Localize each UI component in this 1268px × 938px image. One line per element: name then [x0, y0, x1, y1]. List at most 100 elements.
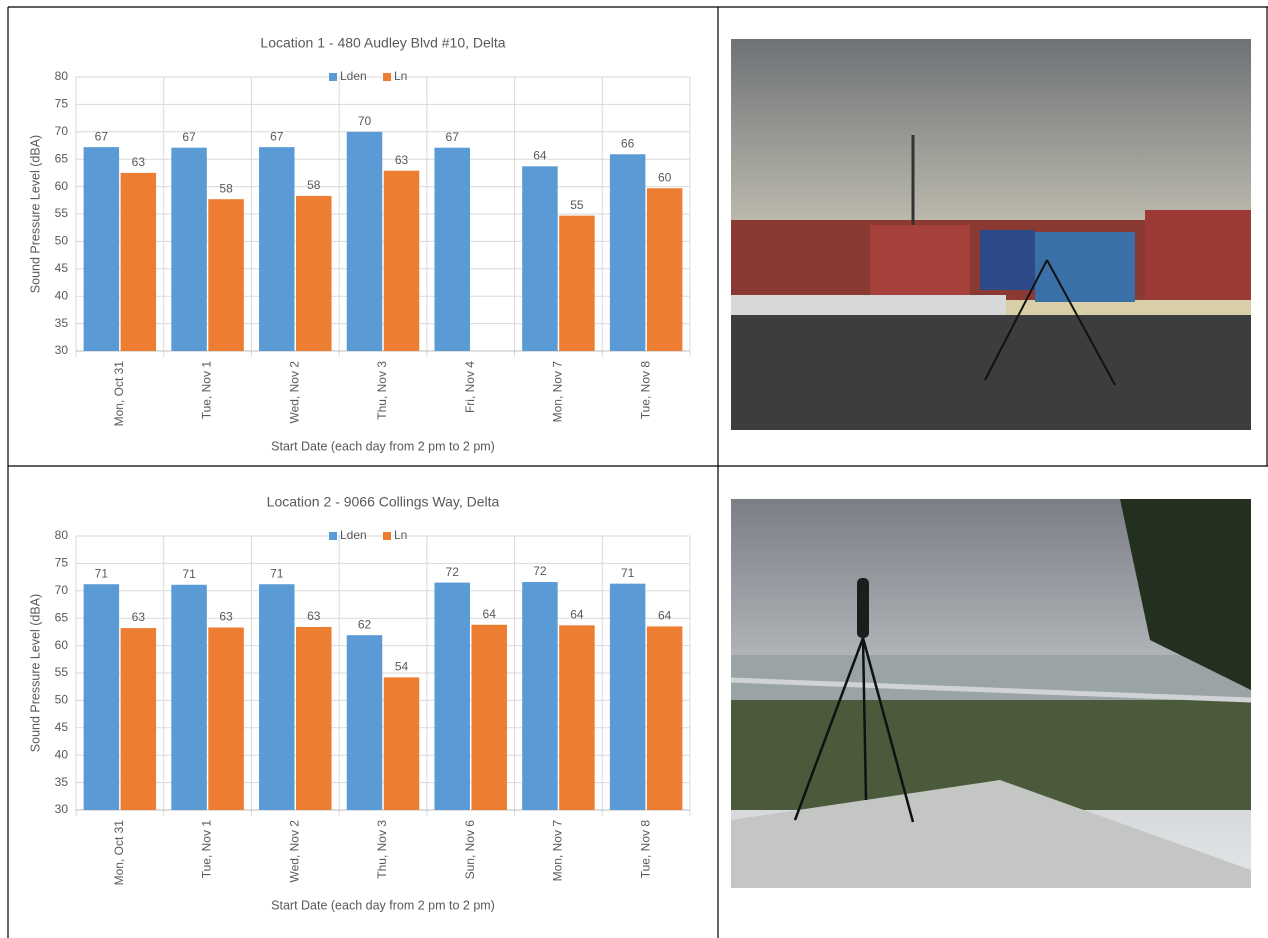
data-label: 58 — [219, 181, 233, 195]
y-tick-label: 65 — [55, 151, 69, 165]
data-label: 67 — [95, 129, 109, 143]
bar — [522, 582, 558, 810]
y-tick-label: 50 — [55, 234, 69, 248]
bar — [296, 626, 332, 810]
y-tick-label: 40 — [55, 288, 69, 302]
data-label: 54 — [395, 660, 409, 674]
x-tick-label: Wed, Nov 2 — [287, 820, 301, 883]
data-label: 70 — [358, 114, 372, 128]
data-label: 60 — [658, 170, 672, 184]
photo-site-1 — [731, 39, 1251, 430]
data-label: 63 — [132, 610, 146, 624]
bar — [559, 625, 595, 810]
bar — [609, 583, 646, 810]
y-tick-label: 35 — [55, 775, 69, 789]
x-tick-label: Tue, Nov 8 — [638, 361, 652, 420]
data-label: 63 — [219, 610, 233, 624]
data-label: 64 — [570, 607, 584, 621]
data-label: 63 — [395, 153, 409, 167]
bar — [646, 188, 683, 351]
data-label: 67 — [446, 130, 460, 144]
bar — [83, 584, 120, 810]
legend-swatch — [329, 532, 337, 540]
bar — [120, 172, 157, 351]
y-tick-label: 30 — [55, 802, 69, 816]
y-tick-label: 70 — [55, 583, 69, 597]
x-tick-label: Mon, Oct 31 — [112, 820, 126, 886]
chart-title: Location 1 - 480 Audley Blvd #10, Delta — [260, 35, 505, 51]
data-label: 55 — [570, 198, 584, 212]
bar — [346, 635, 383, 810]
bar — [208, 627, 244, 810]
bar — [383, 170, 420, 351]
table-borders — [7, 6, 1268, 938]
x-tick-label: Tue, Nov 8 — [638, 820, 652, 879]
data-label: 71 — [95, 566, 109, 580]
bar — [471, 624, 507, 810]
y-tick-label: 45 — [55, 261, 69, 275]
y-axis-title: Sound Pressure Level (dBA) — [28, 135, 42, 293]
legend-label: Ln — [394, 528, 407, 542]
y-tick-label: 55 — [55, 665, 69, 679]
data-label: 71 — [621, 566, 635, 580]
data-label: 66 — [621, 136, 635, 150]
x-tick-label: Mon, Oct 31 — [112, 361, 126, 427]
data-label: 64 — [658, 609, 672, 623]
legend-swatch — [383, 73, 391, 81]
x-tick-label: Wed, Nov 2 — [287, 361, 301, 424]
data-label: 64 — [483, 607, 497, 621]
bar — [434, 147, 470, 351]
y-tick-label: 80 — [55, 528, 69, 542]
bar — [434, 582, 470, 810]
x-axis-title: Start Date (each day from 2 pm to 2 pm) — [271, 898, 495, 912]
bar — [171, 147, 207, 351]
y-tick-label: 80 — [55, 69, 69, 83]
y-tick-label: 55 — [55, 206, 69, 220]
y-tick-label: 60 — [55, 179, 69, 193]
data-label: 63 — [132, 155, 146, 169]
y-tick-label: 75 — [55, 97, 69, 111]
data-label: 64 — [533, 148, 547, 162]
legend-label: Lden — [340, 69, 367, 83]
bar — [559, 215, 595, 351]
bar — [383, 677, 420, 810]
y-tick-label: 65 — [55, 610, 69, 624]
y-tick-label: 60 — [55, 638, 69, 652]
data-label: 62 — [358, 617, 372, 631]
data-label: 72 — [446, 565, 460, 579]
bar — [171, 584, 207, 810]
legend-label: Ln — [394, 69, 407, 83]
bar — [83, 147, 120, 351]
y-tick-label: 75 — [55, 556, 69, 570]
x-tick-label: Fri, Nov 4 — [463, 361, 477, 413]
bar — [522, 166, 558, 351]
data-label: 63 — [307, 609, 321, 623]
y-axis-title: Sound Pressure Level (dBA) — [28, 594, 42, 752]
chart-title: Location 2 - 9066 Collings Way, Delta — [267, 494, 500, 510]
data-label: 67 — [270, 129, 284, 143]
bar — [296, 195, 332, 351]
legend-swatch — [383, 532, 391, 540]
y-tick-label: 50 — [55, 693, 69, 707]
legend-label: Lden — [340, 528, 367, 542]
y-tick-label: 35 — [55, 316, 69, 330]
y-tick-label: 30 — [55, 343, 69, 357]
y-tick-label: 45 — [55, 720, 69, 734]
data-label: 72 — [533, 564, 547, 578]
photo-site-2 — [730, 499, 1252, 888]
bar — [259, 147, 295, 351]
bar — [609, 154, 646, 351]
x-tick-label: Tue, Nov 1 — [200, 361, 214, 420]
data-label: 58 — [307, 178, 321, 192]
x-tick-label: Tue, Nov 1 — [200, 820, 214, 879]
x-tick-label: Thu, Nov 3 — [375, 361, 389, 420]
legend-swatch — [329, 73, 337, 81]
y-tick-label: 40 — [55, 747, 69, 761]
bar — [646, 626, 683, 810]
x-tick-label: Sun, Nov 6 — [463, 820, 477, 880]
x-tick-label: Thu, Nov 3 — [375, 820, 389, 879]
bar — [346, 131, 383, 351]
data-label: 71 — [270, 566, 284, 580]
bar — [259, 584, 295, 810]
